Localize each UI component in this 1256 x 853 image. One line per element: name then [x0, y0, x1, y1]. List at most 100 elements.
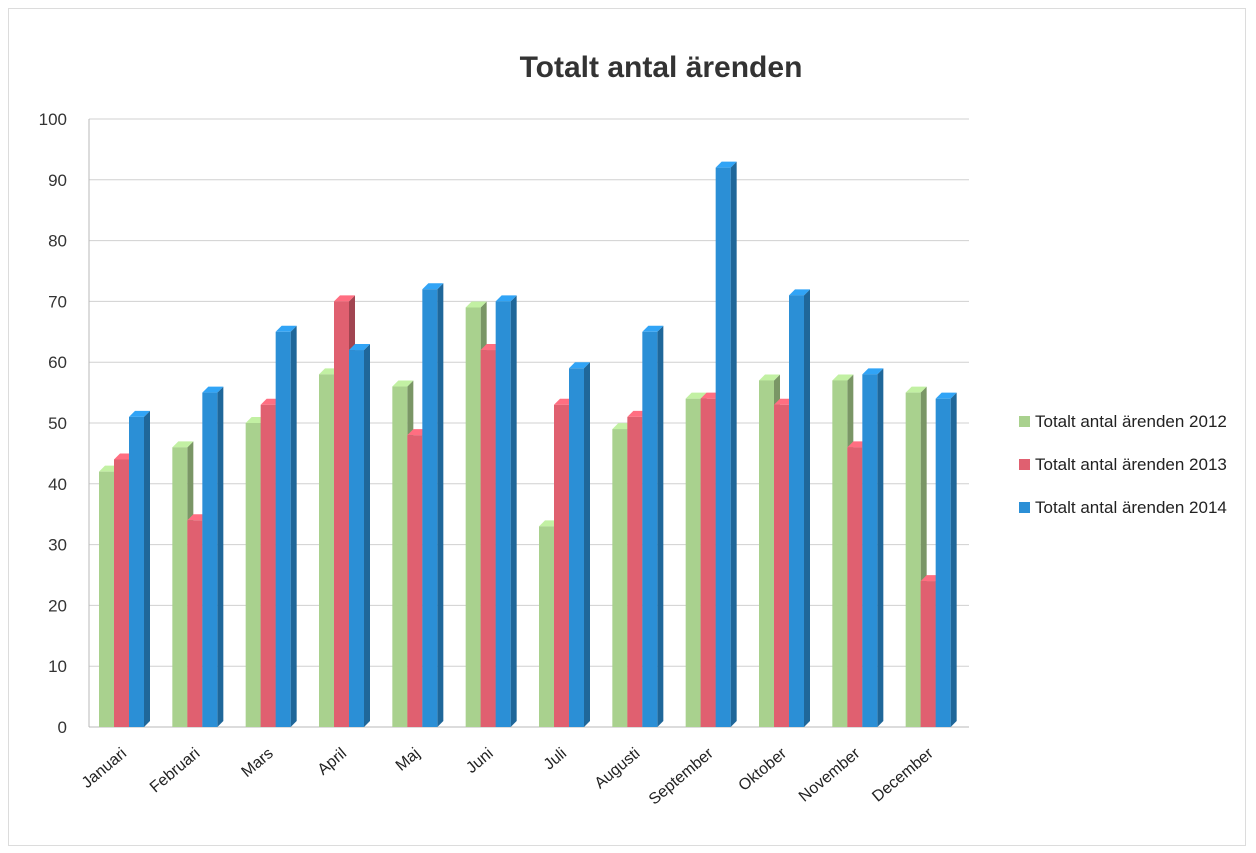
bar-september-2: [715, 167, 731, 727]
y-tick-label-0: 0: [58, 718, 67, 737]
bar-januari-1: [114, 459, 129, 727]
bar-chart: Totalt antal ärenden 0 10 20 30 40 50 60 70 80 90…: [39, 51, 1227, 809]
y-tick-label-20: 20: [48, 596, 67, 615]
x-tick-label-december: December: [869, 745, 937, 806]
bar-mars-2: [275, 331, 291, 727]
bar-mars-1: [260, 404, 276, 727]
bar-maj-1: [407, 435, 423, 727]
legend-label-2: Totalt antal ärenden 2014: [1035, 498, 1227, 517]
x-tick-label-oktober: Oktober: [736, 745, 791, 795]
bar-september-0: [685, 398, 701, 727]
y-tick-label-100: 100: [39, 110, 67, 129]
bar-top-maj-0: [392, 380, 414, 387]
x-tick-label-januari: Januari: [79, 745, 130, 792]
x-tick-label-september: September: [646, 745, 717, 809]
bar-februari-2: [202, 392, 218, 727]
x-tick-label-november: November: [796, 745, 864, 806]
bar-juni-0: [465, 307, 481, 727]
x-tick-label-maj: Maj: [393, 745, 424, 775]
chart-frame: Totalt antal ärenden 0 10 20 30 40 50 60 70 80 90…: [8, 8, 1246, 846]
bar-side-maj-2: [437, 283, 444, 727]
bar-top-december-2: [935, 392, 957, 399]
x-tick-label-februari: Februari: [147, 745, 204, 796]
bar-side-januari-2: [144, 410, 150, 727]
bar-side-september-2: [730, 161, 737, 727]
legend-swatch-1: [1019, 459, 1030, 470]
bar-top-juni-0: [465, 301, 487, 308]
bar-juli-1: [554, 404, 569, 727]
bar-februari-0: [172, 447, 188, 727]
bar-maj-2: [422, 289, 438, 727]
x-axis: Januari Februari Mars April Maj Juni Juli Augus…: [79, 745, 937, 809]
bar-top-mars-2: [275, 325, 297, 332]
y-axis: 0 10 20 30 40 50 60 70 80 90 100: [39, 110, 90, 737]
bar-top-september-2: [715, 161, 737, 168]
y-tick-label-90: 90: [48, 171, 67, 190]
bar-november-2: [862, 374, 878, 727]
bar-september-1: [700, 398, 716, 727]
bar-april-1: [334, 301, 349, 727]
bar-november-0: [832, 380, 848, 727]
bar-top-oktober-0: [759, 374, 780, 381]
y-tick-label-10: 10: [48, 657, 67, 676]
bar-januari-0: [99, 471, 114, 727]
bar-side-juni-2: [510, 295, 517, 727]
bar-oktober-0: [759, 380, 774, 727]
bar-side-februari-2: [217, 386, 224, 727]
bar-oktober-1: [774, 404, 789, 727]
bar-top-september-0: [685, 392, 707, 399]
bar-top-juni-2: [495, 295, 517, 302]
bar-top-november-0: [832, 374, 854, 381]
y-tick-label-50: 50: [48, 414, 67, 433]
bar-december-1: [920, 581, 936, 727]
y-tick-label-60: 60: [48, 353, 67, 372]
x-tick-label-augusti: Augusti: [592, 745, 644, 792]
bar-top-april-2: [349, 344, 370, 351]
legend-swatch-0: [1019, 416, 1030, 427]
bar-mars-0: [245, 423, 261, 727]
bar-juli-2: [569, 368, 584, 727]
bar-top-maj-2: [422, 283, 444, 290]
bars-layer: [99, 161, 957, 727]
bar-top-januari-2: [129, 410, 150, 417]
legend-label-1: Totalt antal ärenden 2013: [1035, 455, 1227, 474]
bar-side-april-2: [364, 344, 370, 727]
x-tick-label-mars: Mars: [239, 745, 277, 781]
bar-top-februari-2: [202, 386, 224, 393]
legend-swatch-2: [1019, 502, 1030, 513]
bar-augusti-1: [627, 416, 643, 727]
bar-top-juli-2: [569, 362, 590, 369]
bar-top-april-1: [334, 295, 355, 302]
bar-april-2: [349, 350, 364, 727]
bar-juli-0: [539, 526, 554, 727]
grid-layer: [89, 118, 969, 728]
bar-augusti-2: [642, 331, 658, 727]
bar-oktober-2: [789, 295, 804, 727]
bar-side-mars-2: [290, 325, 297, 727]
x-tick-label-juni: Juni: [463, 745, 496, 777]
legend-label-0: Totalt antal ärenden 2012: [1035, 412, 1227, 431]
y-tick-label-70: 70: [48, 292, 67, 311]
y-tick-label-80: 80: [48, 232, 67, 251]
bar-side-november-2: [877, 368, 884, 727]
bar-april-0: [319, 374, 334, 727]
bar-side-december-2: [950, 392, 957, 727]
bar-februari-1: [187, 520, 203, 727]
y-tick-label-30: 30: [48, 536, 67, 555]
bar-top-augusti-2: [642, 325, 664, 332]
bar-november-1: [847, 447, 863, 727]
bar-juni-1: [480, 350, 496, 727]
chart-title: Totalt antal ärenden: [520, 51, 803, 84]
bar-side-juli-2: [584, 362, 590, 727]
x-tick-label-juli: Juli: [541, 745, 570, 773]
bar-top-november-2: [862, 368, 884, 375]
bar-maj-0: [392, 386, 408, 727]
bar-top-oktober-2: [789, 289, 810, 296]
bar-top-december-0: [905, 386, 927, 393]
bar-augusti-0: [612, 429, 628, 727]
legend: Totalt antal ärenden 2012 Totalt antal är…: [1019, 412, 1227, 517]
bar-januari-2: [129, 416, 144, 727]
x-tick-label-april: April: [315, 745, 350, 779]
bar-december-0: [905, 392, 921, 727]
bar-december-2: [935, 398, 951, 727]
